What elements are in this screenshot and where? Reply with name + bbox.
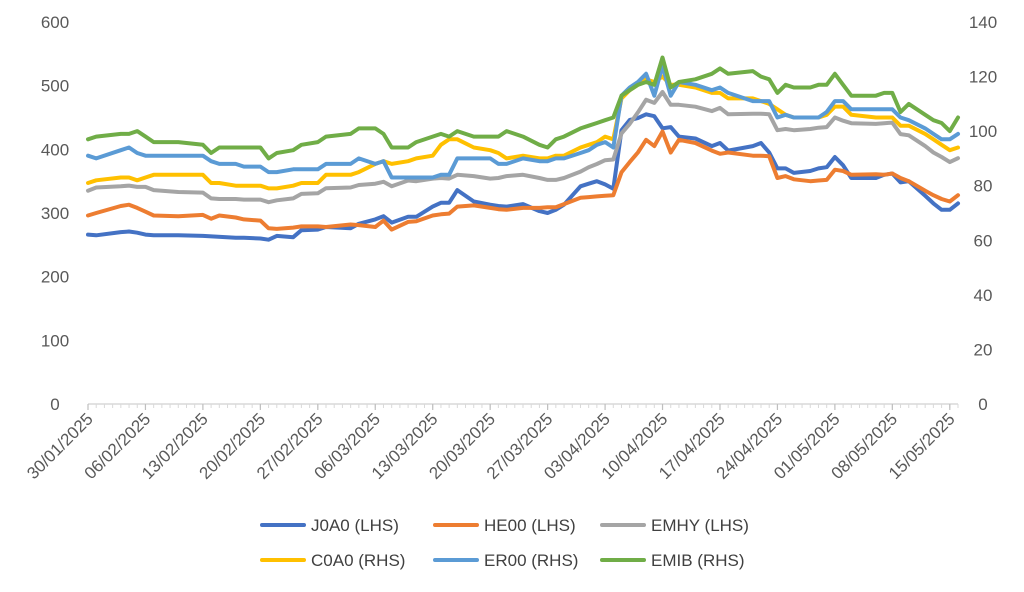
x-axis: 30/01/202506/02/202513/02/202520/02/2025… xyxy=(23,403,959,483)
series-line-emib xyxy=(86,55,960,161)
right-axis-tick-label: 60 xyxy=(974,231,993,250)
left-axis-tick-label: 600 xyxy=(41,13,69,32)
right-axis-tick-label: 140 xyxy=(969,13,997,32)
series-line-c0a0 xyxy=(86,74,960,191)
right-axis-tick-label: 80 xyxy=(974,177,993,196)
left-axis-tick-label: 0 xyxy=(50,395,59,414)
legend-item: HE00 (LHS) xyxy=(433,516,576,535)
left-axis-tick-label: 100 xyxy=(41,331,69,350)
legend: J0A0 (LHS) HE00 (LHS) EMHY (LHS) C0A0 (RHS)… xyxy=(260,516,749,570)
legend-item: EMIB (RHS) xyxy=(600,551,745,570)
legend-label: C0A0 (RHS) xyxy=(311,551,405,570)
left-axis-tick-label: 200 xyxy=(41,268,69,287)
legend-item: C0A0 (RHS) xyxy=(260,551,405,570)
left-axis-tick-labels: 0 100 200 300 400 500 600 xyxy=(41,13,69,414)
left-axis-tick-label: 500 xyxy=(41,77,69,96)
series-line-er00 xyxy=(86,63,960,180)
series-lines xyxy=(86,55,960,242)
left-axis-tick-label: 400 xyxy=(41,140,69,159)
legend-label: ER00 (RHS) xyxy=(484,551,578,570)
right-axis-tick-label: 40 xyxy=(974,286,993,305)
legend-item: J0A0 (LHS) xyxy=(260,516,399,535)
right-axis-tick-label: 20 xyxy=(974,340,993,359)
left-axis-tick-label: 300 xyxy=(41,204,69,223)
series-line-j0a0 xyxy=(86,112,960,242)
legend-label: J0A0 (LHS) xyxy=(311,516,399,535)
legend-label: EMIB (RHS) xyxy=(651,551,745,570)
right-axis-tick-label: 100 xyxy=(969,122,997,141)
legend-label: EMHY (LHS) xyxy=(651,516,749,535)
series-line-emhy xyxy=(86,90,960,205)
legend-item: ER00 (RHS) xyxy=(433,551,578,570)
right-axis-tick-label: 120 xyxy=(969,68,997,87)
right-axis-tick-labels: 0 20 40 60 80 100 120 140 xyxy=(969,13,997,414)
series-line-he00 xyxy=(86,129,960,232)
right-axis-tick-label: 0 xyxy=(978,395,987,414)
legend-item: EMHY (LHS) xyxy=(600,516,749,535)
legend-label: HE00 (LHS) xyxy=(484,516,576,535)
